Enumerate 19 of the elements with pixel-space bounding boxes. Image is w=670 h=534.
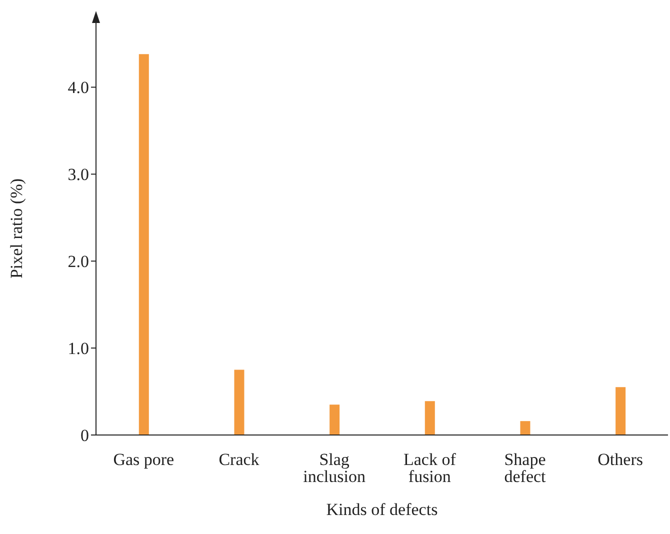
- bar: [330, 404, 340, 435]
- bar: [616, 387, 626, 435]
- bar: [520, 421, 530, 435]
- bar: [234, 370, 244, 435]
- x-tick-label: Lack of fusion: [403, 450, 456, 486]
- x-tick-label: Shape defect: [504, 450, 546, 486]
- y-tick-label: 4.0: [68, 78, 89, 98]
- x-tick-label: Slag inclusion: [303, 450, 366, 486]
- bar: [424, 401, 435, 435]
- y-axis-title: Pixel ratio (%): [7, 178, 26, 279]
- x-tick-label: Others: [598, 450, 643, 470]
- x-axis-title: Kinds of defects: [326, 500, 438, 519]
- y-tick-label: 1.0: [68, 339, 89, 358]
- y-tick-label: 2.0: [68, 252, 89, 272]
- x-tick-label: Gas pore: [113, 450, 174, 470]
- bar: [138, 54, 149, 435]
- y-tick-label: 0: [80, 426, 89, 446]
- x-tick-label: Crack: [218, 450, 260, 470]
- y-tick-label: 3.0: [68, 165, 89, 184]
